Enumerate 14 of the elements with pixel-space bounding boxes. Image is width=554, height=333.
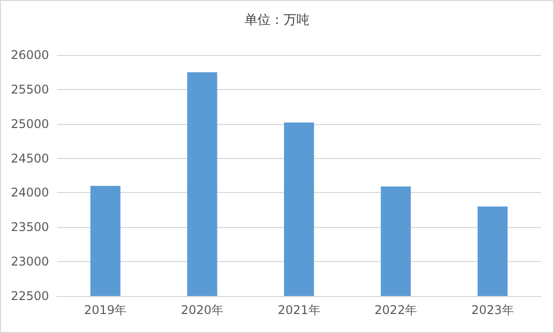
y-tick-label: 25500 [10,82,49,96]
y-tick-label: 24500 [10,151,49,166]
y-tick-label: 23000 [10,254,49,269]
x-tick-label: 2019年 [84,303,127,317]
y-tick-label: 23500 [10,220,49,234]
y-tick-label: 22500 [10,289,49,303]
x-tick-label: 2021年 [278,303,320,317]
y-tick-label: 25000 [10,116,49,131]
chart-title: 单位：万吨 [244,13,310,28]
x-tick-label: 2020年 [180,303,224,317]
x-tick-label: 2022年 [374,303,418,317]
x-tick-label: 2023年 [471,303,514,317]
y-tick-label: 24000 [10,186,49,200]
y-tick-label: 26000 [10,48,49,62]
